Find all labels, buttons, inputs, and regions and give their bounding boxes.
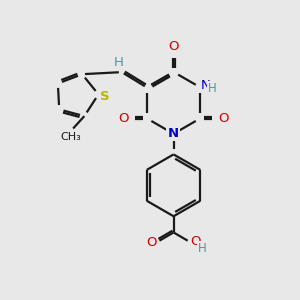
Text: H: H: [113, 56, 123, 69]
Text: N: N: [167, 127, 178, 140]
Text: O: O: [168, 40, 179, 52]
Text: O: O: [190, 235, 200, 248]
Text: H: H: [198, 242, 207, 255]
Text: CH₃: CH₃: [60, 132, 81, 142]
Text: S: S: [100, 90, 110, 103]
Text: N: N: [201, 79, 211, 92]
Text: O: O: [118, 112, 128, 125]
Text: H: H: [208, 82, 217, 95]
Text: O: O: [219, 112, 229, 125]
Text: O: O: [146, 236, 156, 249]
